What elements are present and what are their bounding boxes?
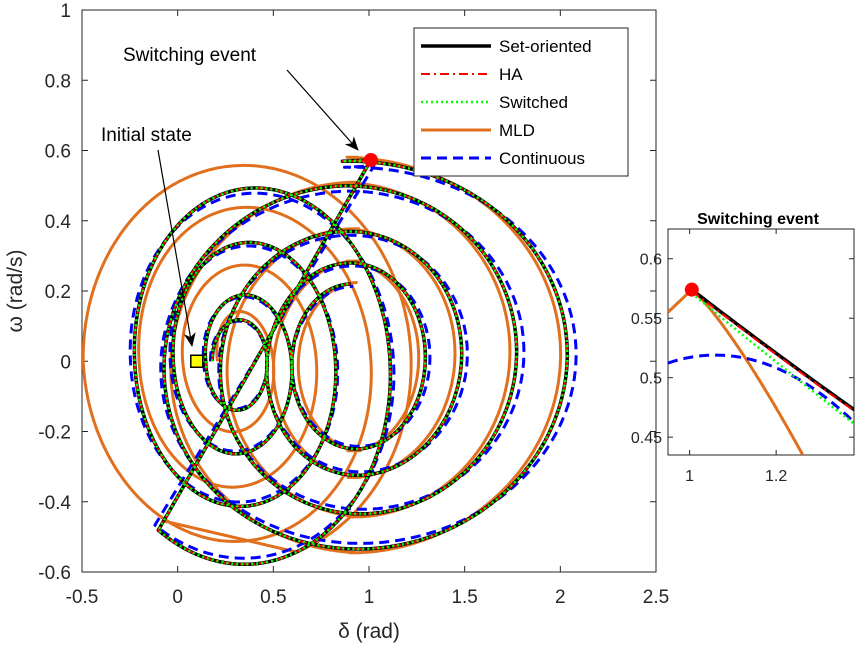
inset-series-continuous-line <box>668 353 854 425</box>
inset-switching-event-marker <box>684 282 699 297</box>
inset-x-tick-label: 1 <box>685 468 694 485</box>
x-axis-label: δ (rad) <box>338 620 400 643</box>
y-tick-label: 0.8 <box>45 71 71 92</box>
inset-title: Switching event <box>697 211 819 228</box>
y-axis-label: ω (rad/s) <box>4 250 27 333</box>
x-tick-label: -0.5 <box>66 587 99 608</box>
y-tick-label: 0 <box>60 352 71 373</box>
x-tick-label: 0 <box>172 587 183 608</box>
legend-label-continuous: Continuous <box>499 149 585 168</box>
y-tick-label: 0.4 <box>45 212 72 233</box>
x-tick-label: 1 <box>364 587 375 608</box>
y-tick-label: 0.2 <box>45 282 71 303</box>
inset-series-ha-line <box>691 290 854 412</box>
switching-event-marker <box>363 152 378 167</box>
x-tick-label: 2 <box>555 587 566 608</box>
inset-y-tick-label: 0.45 <box>631 430 662 447</box>
series-continuous-line <box>128 164 578 560</box>
inset-x-tick-label: 1.2 <box>765 468 787 485</box>
y-tick-label: -0.6 <box>38 563 71 584</box>
x-tick-label: 0.5 <box>260 587 286 608</box>
inset-series-switched-line <box>691 292 854 426</box>
series-switched-line <box>133 158 569 566</box>
inset-y-tick-label: 0.6 <box>640 252 662 269</box>
legend-label-mld: MLD <box>499 121 535 140</box>
legend-label-set-oriented: Set-oriented <box>499 37 592 56</box>
legend-label-switched: Switched <box>499 93 568 112</box>
legend-label-ha: HA <box>499 65 523 84</box>
legend: Set-oriented HA Switched MLD Continuous <box>413 27 629 177</box>
initial-state-annotation: Initial state <box>101 125 196 347</box>
legend-box <box>413 27 629 177</box>
initial-state-marker <box>190 354 204 368</box>
x-tick-label: 1.5 <box>451 587 477 608</box>
switching-event-annotation: Switching event <box>123 45 359 151</box>
x-tick-label: 2.5 <box>643 587 669 608</box>
initial-state-arrow <box>157 149 196 347</box>
y-tick-label: 1 <box>60 1 71 22</box>
switching-event-label: Switching event <box>123 45 257 66</box>
inset-y-tick-label: 0.5 <box>640 371 662 388</box>
y-tick-label: -0.4 <box>38 493 71 514</box>
initial-state-label: Initial state <box>101 125 192 146</box>
y-tick-label: -0.2 <box>38 423 71 444</box>
inset-y-tick-label: 0.55 <box>631 311 662 328</box>
switching-event-arrow <box>286 69 359 151</box>
y-tick-label: 0.6 <box>45 142 71 163</box>
